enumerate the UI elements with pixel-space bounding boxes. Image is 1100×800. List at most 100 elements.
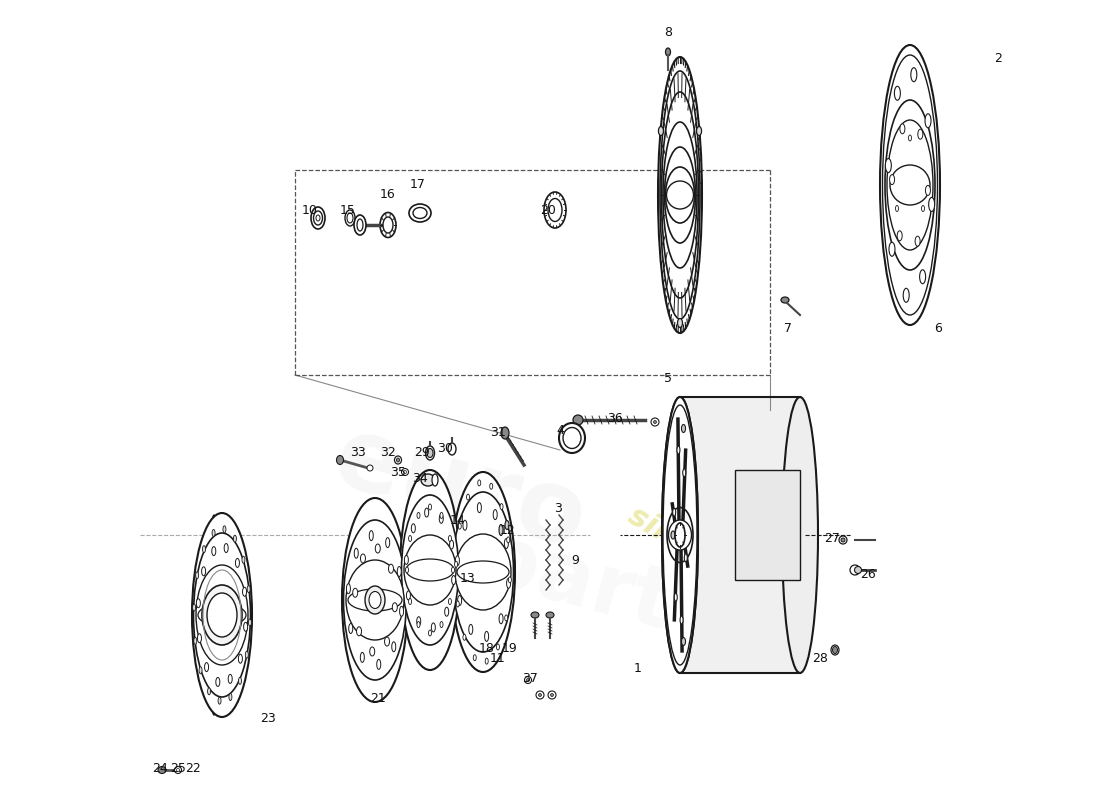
Ellipse shape: [406, 567, 408, 573]
Ellipse shape: [477, 480, 481, 486]
Ellipse shape: [525, 677, 531, 683]
Ellipse shape: [653, 421, 657, 423]
Text: 15: 15: [340, 203, 356, 217]
Ellipse shape: [354, 215, 366, 235]
Ellipse shape: [678, 318, 682, 327]
Ellipse shape: [663, 405, 697, 665]
Ellipse shape: [440, 622, 443, 627]
Ellipse shape: [546, 612, 554, 618]
Ellipse shape: [839, 536, 847, 544]
Text: 11: 11: [491, 651, 506, 665]
Text: 3: 3: [554, 502, 562, 514]
Ellipse shape: [408, 535, 411, 542]
Ellipse shape: [346, 213, 353, 223]
Ellipse shape: [400, 470, 460, 670]
Ellipse shape: [673, 508, 675, 516]
Ellipse shape: [417, 513, 420, 518]
Ellipse shape: [444, 607, 449, 616]
Ellipse shape: [477, 502, 482, 513]
Ellipse shape: [886, 100, 935, 270]
Ellipse shape: [346, 584, 351, 594]
Text: 32: 32: [381, 446, 396, 458]
Text: 16: 16: [381, 189, 396, 202]
Ellipse shape: [393, 602, 397, 612]
Ellipse shape: [684, 554, 688, 562]
Ellipse shape: [563, 427, 581, 449]
Ellipse shape: [550, 694, 553, 697]
Ellipse shape: [385, 637, 389, 646]
Ellipse shape: [199, 666, 202, 674]
Ellipse shape: [544, 192, 566, 228]
Text: 37: 37: [522, 671, 538, 685]
Ellipse shape: [469, 624, 473, 634]
Ellipse shape: [345, 210, 355, 226]
Ellipse shape: [663, 122, 697, 268]
Ellipse shape: [830, 645, 839, 655]
Ellipse shape: [432, 474, 438, 486]
Ellipse shape: [661, 92, 698, 298]
Ellipse shape: [850, 565, 860, 575]
Ellipse shape: [466, 494, 470, 500]
Ellipse shape: [925, 186, 931, 195]
Ellipse shape: [399, 606, 404, 616]
Ellipse shape: [485, 658, 488, 664]
Ellipse shape: [898, 230, 902, 241]
Ellipse shape: [354, 548, 359, 558]
Ellipse shape: [358, 219, 363, 231]
Ellipse shape: [431, 623, 436, 632]
Ellipse shape: [425, 508, 429, 517]
Text: 13: 13: [460, 571, 476, 585]
Ellipse shape: [675, 523, 685, 547]
Ellipse shape: [458, 595, 462, 606]
Ellipse shape: [664, 147, 695, 243]
Ellipse shape: [505, 615, 508, 621]
Ellipse shape: [781, 297, 789, 303]
Ellipse shape: [454, 562, 458, 567]
Ellipse shape: [463, 520, 466, 530]
Ellipse shape: [406, 591, 410, 600]
Ellipse shape: [676, 446, 680, 454]
Ellipse shape: [903, 288, 910, 302]
Ellipse shape: [349, 623, 353, 634]
Ellipse shape: [440, 513, 443, 518]
Text: 4: 4: [557, 423, 564, 437]
Text: 20: 20: [540, 203, 556, 217]
Ellipse shape: [197, 634, 201, 642]
Text: 31: 31: [491, 426, 506, 438]
Ellipse shape: [395, 456, 402, 464]
Ellipse shape: [383, 217, 393, 233]
Ellipse shape: [922, 206, 924, 211]
Ellipse shape: [158, 766, 166, 774]
Ellipse shape: [346, 560, 404, 640]
Ellipse shape: [505, 521, 509, 530]
Ellipse shape: [680, 616, 683, 624]
Text: 19: 19: [502, 642, 518, 654]
Text: 10: 10: [302, 203, 318, 217]
Ellipse shape: [212, 530, 216, 537]
Ellipse shape: [559, 423, 585, 453]
Ellipse shape: [409, 204, 431, 222]
Ellipse shape: [925, 114, 931, 128]
Ellipse shape: [507, 578, 510, 588]
Ellipse shape: [361, 554, 365, 563]
Ellipse shape: [361, 652, 364, 662]
Text: 27: 27: [824, 531, 840, 545]
Ellipse shape: [411, 524, 416, 533]
Ellipse shape: [531, 612, 539, 618]
Ellipse shape: [212, 546, 216, 556]
Ellipse shape: [365, 586, 385, 614]
Text: 18: 18: [480, 642, 495, 654]
Ellipse shape: [455, 534, 512, 610]
Ellipse shape: [343, 520, 407, 680]
Ellipse shape: [660, 71, 700, 319]
Ellipse shape: [408, 598, 411, 605]
Ellipse shape: [651, 418, 659, 426]
Ellipse shape: [456, 601, 460, 607]
Ellipse shape: [548, 198, 562, 222]
Ellipse shape: [243, 587, 246, 596]
Ellipse shape: [316, 215, 320, 221]
Ellipse shape: [666, 48, 671, 56]
Ellipse shape: [855, 566, 861, 574]
Text: 6: 6: [934, 322, 942, 334]
Ellipse shape: [368, 591, 381, 609]
